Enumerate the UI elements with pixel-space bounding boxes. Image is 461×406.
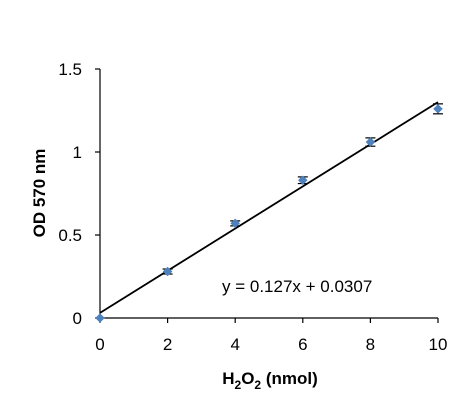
x-tick-label: 0 — [95, 335, 104, 354]
y-axis-title: OD 570 nm — [30, 149, 49, 238]
trendline — [99, 101, 439, 314]
x-tick-label: 8 — [366, 335, 375, 354]
y-tick-label: 1 — [73, 143, 82, 162]
data-point — [433, 103, 443, 114]
data-points — [95, 103, 443, 323]
equation-annotation: y = 0.127x + 0.0307 — [222, 277, 372, 296]
x-tick-label: 10 — [429, 335, 448, 354]
x-tick-label: 2 — [163, 335, 172, 354]
y-tick-label: 0 — [73, 309, 82, 328]
y-tick-label: 1.5 — [58, 60, 82, 79]
data-point — [162, 266, 173, 277]
x-tick-label: 6 — [298, 335, 307, 354]
x-axis-title-unit: (nmol) — [261, 369, 318, 388]
data-point — [95, 313, 105, 323]
x-tick-label: 4 — [230, 335, 239, 354]
x-axis-title-sub1: 2 — [235, 378, 242, 392]
y-tick-label: 0.5 — [58, 226, 82, 245]
x-axis-title: H2O2 (nmol) — [222, 369, 318, 392]
data-point — [230, 218, 241, 229]
data-point — [365, 137, 376, 147]
ticks: 0 0.5 1 1.5 0 2 4 6 8 10 — [58, 60, 447, 354]
data-point — [297, 175, 308, 186]
x-axis-title-o: O — [241, 369, 254, 388]
x-axis-title-h: H — [222, 369, 234, 388]
x-axis-title-sub2: 2 — [254, 378, 261, 392]
axes — [99, 69, 438, 319]
trendline-group — [99, 101, 439, 314]
